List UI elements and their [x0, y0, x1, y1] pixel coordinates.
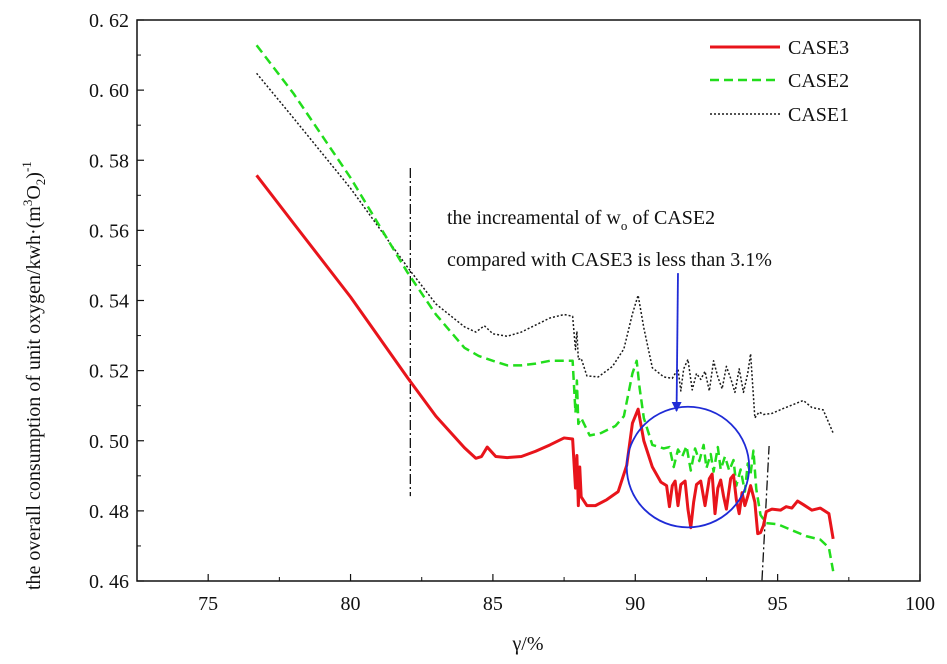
- legend: CASE3 CASE2 CASE1: [710, 37, 849, 126]
- annotation-line-1-a: the increamental of w: [447, 207, 621, 229]
- x-axis-title: γ/%: [511, 633, 543, 655]
- series-line-case2: [255, 44, 835, 572]
- annotation-subscript: o: [621, 218, 628, 233]
- annotation-arrow: [671, 273, 682, 412]
- x-tick-label: 80: [341, 593, 361, 615]
- x-tick-label: 75: [198, 593, 218, 615]
- y-tick-label: 0. 56: [89, 220, 129, 242]
- series-line-case3: [255, 174, 835, 540]
- axis-ticks: 75 80 85 90 95 100 0. 46 0. 48 0. 50 0. 52 0. 54 0.…: [89, 10, 935, 615]
- annotation-group: [625, 273, 751, 529]
- legend-label-case1: CASE1: [788, 104, 849, 126]
- y-axis-title: the overall consumption of unit oxygen/k…: [19, 161, 48, 590]
- x-tick-label: 85: [483, 593, 503, 615]
- y-tick-label: 0. 62: [89, 10, 129, 32]
- y-tick-label: 0. 46: [89, 571, 129, 593]
- y-axis-title-mid: O: [23, 185, 45, 199]
- annotation-line-2: compared with CASE3 is less than 3.1%: [447, 249, 772, 271]
- y-axis-title-sub: 2: [33, 179, 48, 186]
- y-axis-title-main: the overall consumption of unit oxygen/k…: [23, 206, 45, 590]
- series-line-case1: [256, 72, 834, 434]
- x-tick-label: 90: [625, 593, 645, 615]
- legend-label-case3: CASE3: [788, 37, 849, 59]
- series-group: [255, 44, 835, 572]
- x-tick-label: 100: [905, 593, 935, 615]
- y-tick-label: 0. 58: [89, 150, 129, 172]
- x-tick-label: 95: [768, 593, 788, 615]
- y-tick-label: 0. 50: [89, 431, 129, 453]
- legend-label-case2: CASE2: [788, 70, 849, 92]
- annotation-line-1: the increamental of wo of CASE2: [447, 207, 715, 233]
- highlight-circle: [625, 405, 751, 529]
- y-tick-label: 0. 52: [89, 361, 129, 383]
- annotation-line-1-b: of CASE2: [627, 207, 715, 229]
- y-tick-label: 0. 48: [89, 501, 129, 523]
- y-tick-label: 0. 60: [89, 80, 129, 102]
- y-axis-title-sup2: -1: [19, 161, 34, 172]
- reference-lines: [409, 167, 770, 581]
- y-axis-title-end: ): [23, 172, 45, 179]
- y-tick-label: 0. 54: [89, 291, 129, 313]
- y-axis-title-sup1: 3: [20, 200, 35, 207]
